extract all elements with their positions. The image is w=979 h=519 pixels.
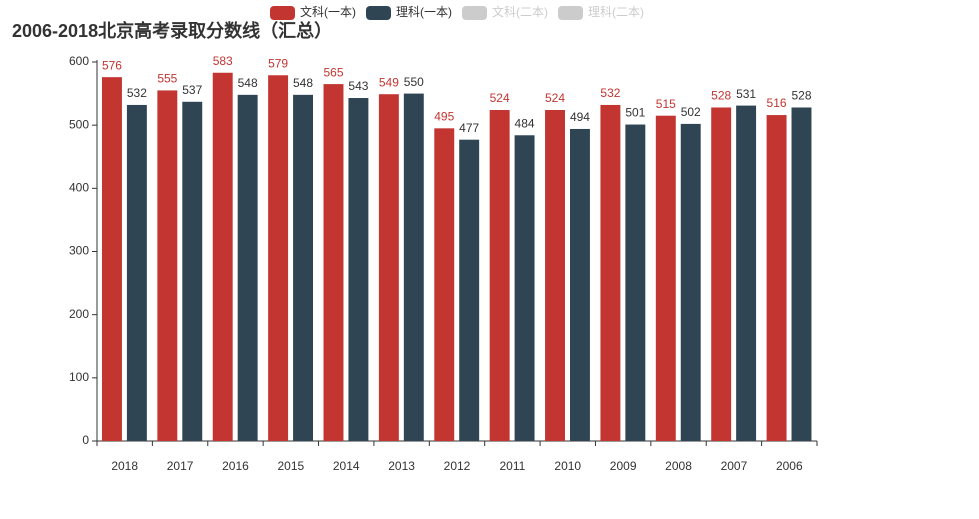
bar xyxy=(711,107,732,441)
x-tick-label: 2008 xyxy=(665,459,692,473)
data-label: 516 xyxy=(767,96,787,110)
y-tick-label: 600 xyxy=(69,54,89,68)
y-tick-label: 500 xyxy=(69,117,89,131)
data-label: 550 xyxy=(404,75,424,89)
legend-icon[interactable] xyxy=(558,6,583,20)
data-label: 576 xyxy=(102,58,122,72)
bar xyxy=(126,104,147,441)
x-tick-label: 2016 xyxy=(222,459,249,473)
data-label: 524 xyxy=(545,91,565,105)
data-label: 528 xyxy=(791,89,811,103)
bar xyxy=(434,128,455,441)
bar xyxy=(600,104,621,441)
bar xyxy=(268,75,289,441)
bar xyxy=(569,128,590,441)
data-label: 579 xyxy=(268,56,288,70)
data-label: 531 xyxy=(736,87,756,101)
bar xyxy=(182,101,203,442)
x-tick-label: 2013 xyxy=(388,459,415,473)
data-label: 548 xyxy=(238,76,258,90)
data-label: 515 xyxy=(656,97,676,111)
bar xyxy=(736,105,757,442)
bar xyxy=(157,90,178,442)
bar xyxy=(791,107,812,441)
bar xyxy=(237,94,258,441)
bar xyxy=(655,115,676,442)
bar xyxy=(680,123,701,442)
legend-label[interactable]: 理科(一本) xyxy=(396,5,452,19)
x-tick-label: 2015 xyxy=(277,459,304,473)
data-label: 537 xyxy=(182,83,202,97)
data-label: 501 xyxy=(625,106,645,120)
bar xyxy=(293,94,313,441)
chart-title: 2006-2018北京高考录取分数线（汇总） xyxy=(12,20,332,41)
bar xyxy=(101,77,122,441)
bar xyxy=(403,93,424,441)
x-tick-label: 2012 xyxy=(444,459,471,473)
legend-label[interactable]: 文科(一本) xyxy=(300,4,356,19)
x-tick-label: 2018 xyxy=(111,459,138,473)
y-tick-label: 400 xyxy=(69,181,89,195)
y-tick-label: 200 xyxy=(69,307,89,321)
legend-label[interactable]: 文科(二本) xyxy=(492,4,548,19)
bar xyxy=(766,115,787,441)
data-label: 532 xyxy=(127,86,147,100)
data-label: 565 xyxy=(323,65,343,79)
x-tick-label: 2009 xyxy=(610,459,637,473)
data-label: 524 xyxy=(490,91,510,105)
x-tick-label: 2011 xyxy=(499,459,525,473)
data-label: 502 xyxy=(681,105,701,119)
bar xyxy=(514,135,535,442)
data-label: 495 xyxy=(434,109,454,123)
x-tick-label: 2017 xyxy=(167,459,194,473)
legend-icon[interactable] xyxy=(462,6,487,20)
x-tick-label: 2014 xyxy=(333,459,360,473)
data-label: 543 xyxy=(348,79,368,93)
data-label: 477 xyxy=(459,121,479,135)
y-tick-label: 300 xyxy=(69,244,89,258)
data-label: 555 xyxy=(157,72,177,86)
bar xyxy=(625,124,646,441)
data-label: 532 xyxy=(600,86,620,100)
bar xyxy=(378,94,399,441)
legend-label[interactable]: 理科(二本) xyxy=(588,5,644,19)
data-label: 484 xyxy=(515,116,535,130)
data-label: 583 xyxy=(213,54,233,68)
bar xyxy=(545,110,565,442)
legend-icon[interactable] xyxy=(366,6,391,20)
x-tick-label: 2006 xyxy=(776,459,803,473)
bar xyxy=(323,84,344,441)
y-tick-label: 0 xyxy=(82,433,89,447)
x-tick-label: 2007 xyxy=(721,459,748,473)
x-tick-label: 2010 xyxy=(554,459,581,473)
bar xyxy=(459,139,480,441)
data-label: 549 xyxy=(379,75,399,89)
data-label: 494 xyxy=(570,110,590,124)
y-tick-label: 100 xyxy=(69,370,89,384)
bar xyxy=(212,72,233,441)
bar xyxy=(489,110,510,442)
data-label: 528 xyxy=(711,89,731,103)
data-label: 548 xyxy=(293,76,313,90)
bar xyxy=(348,98,369,441)
legend-icon[interactable] xyxy=(270,6,295,20)
